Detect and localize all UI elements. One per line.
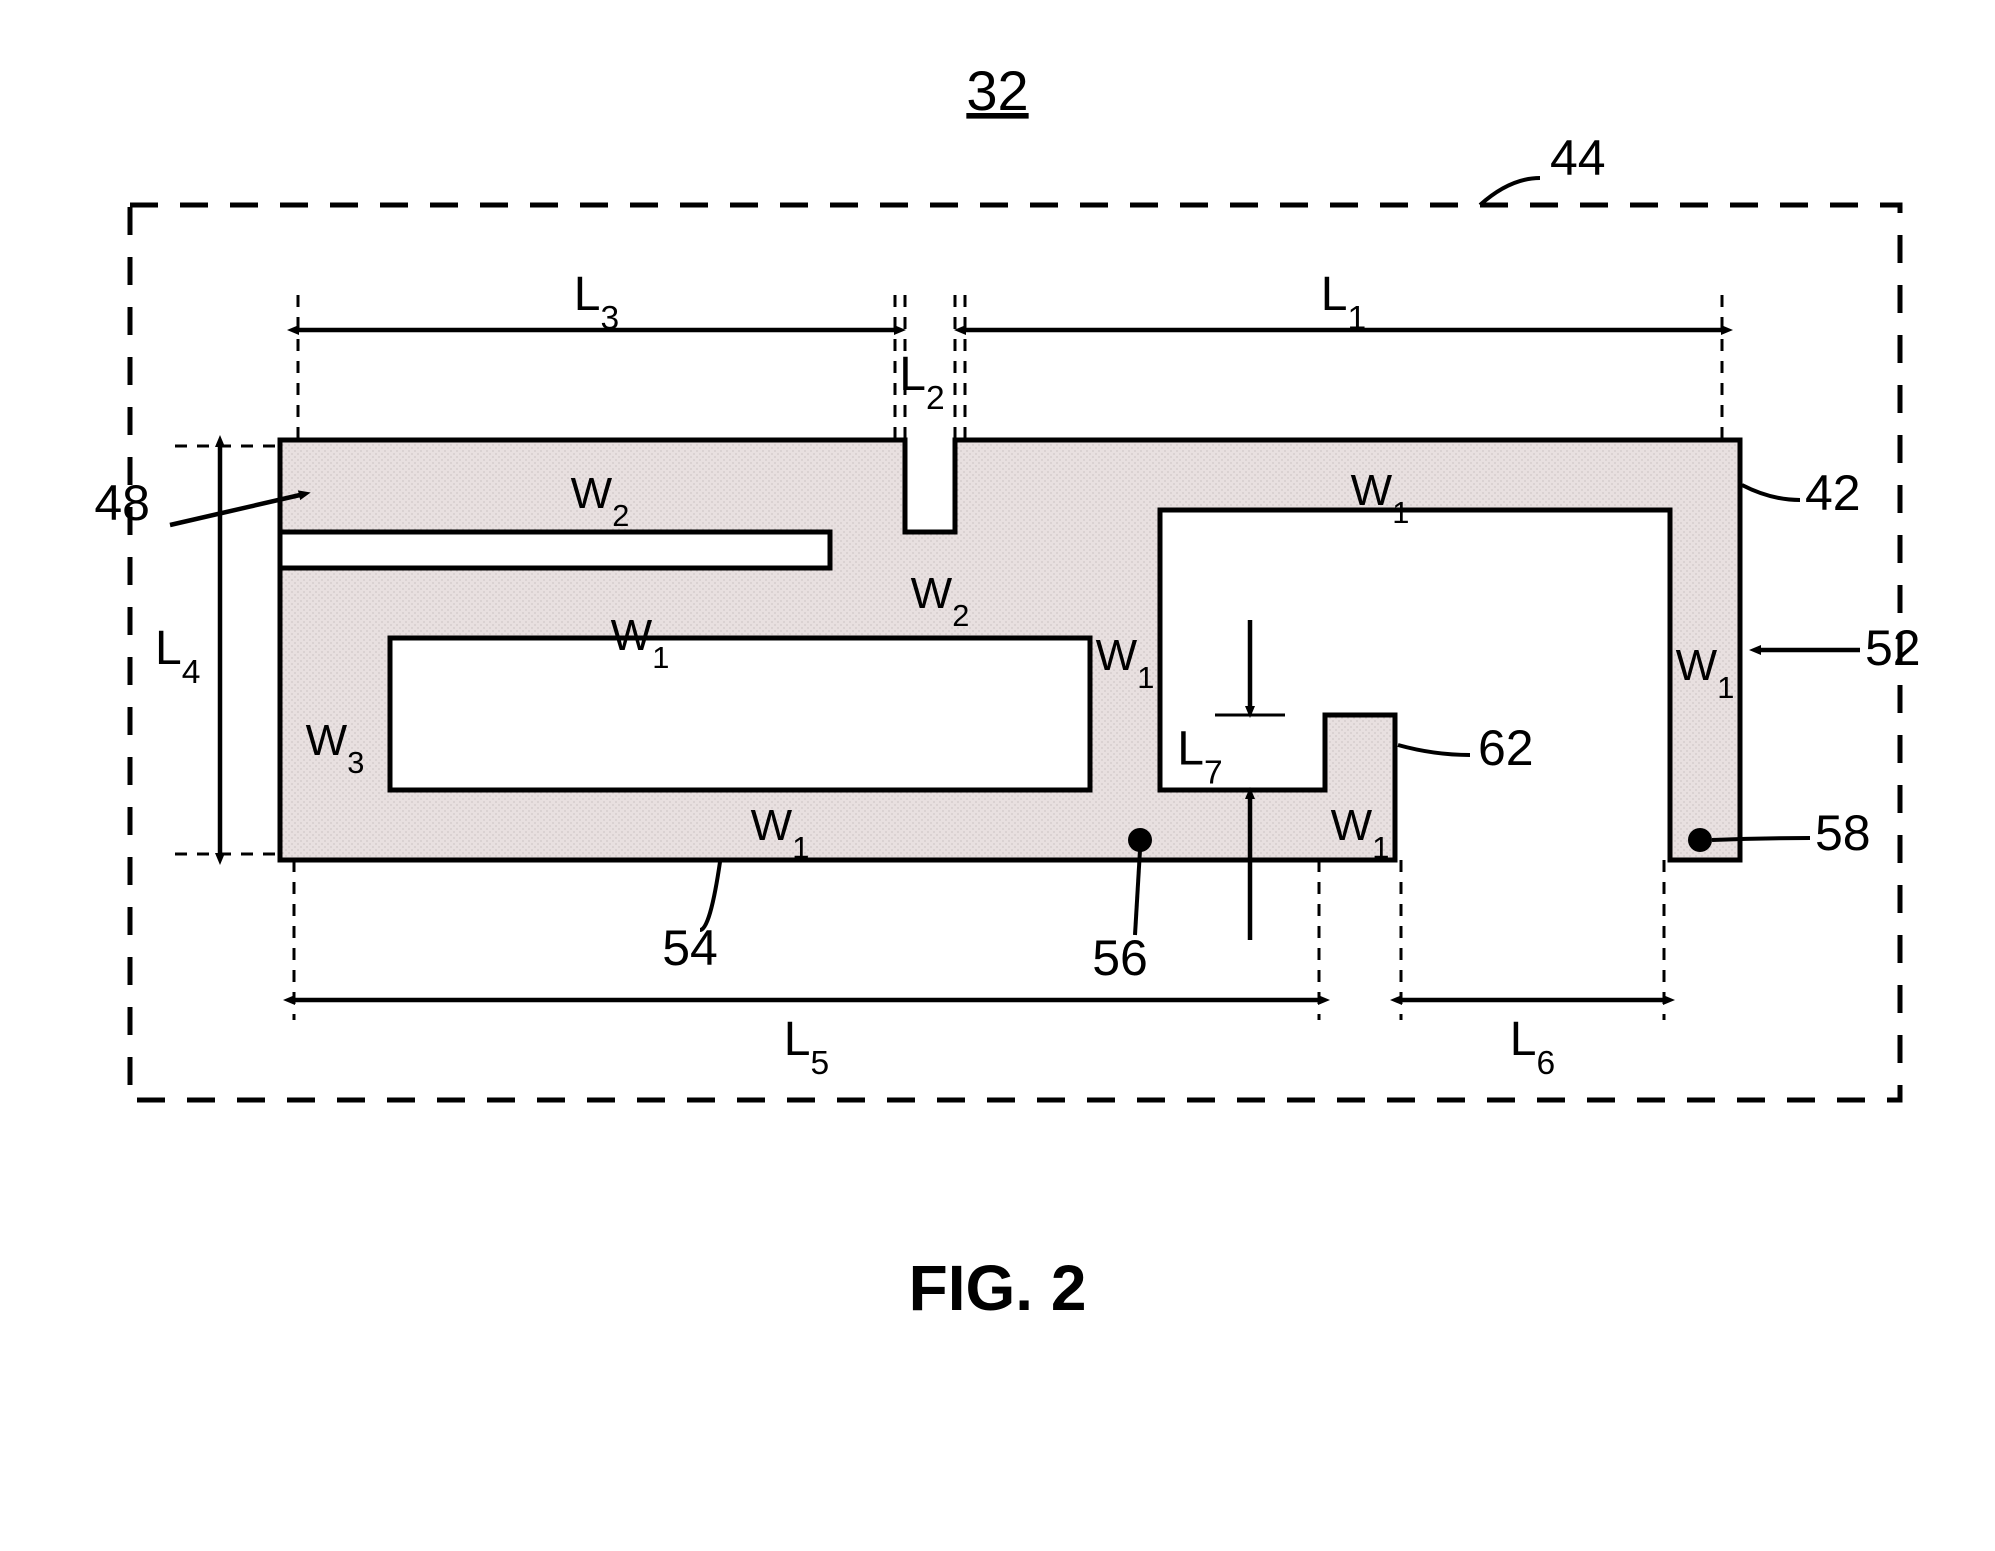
feed-point-58 xyxy=(1688,828,1712,852)
dim-L5-label: L5 xyxy=(784,1013,829,1082)
dim-L1-label: L1 xyxy=(1321,268,1366,337)
ref-58: 58 xyxy=(1815,805,1871,861)
ref-48: 48 xyxy=(94,475,150,531)
leader-62 xyxy=(1398,745,1470,755)
dim-L3-label: L3 xyxy=(574,268,619,337)
leader-44 xyxy=(1480,178,1540,205)
ref-52: 52 xyxy=(1865,620,1921,676)
feed-point-56 xyxy=(1128,828,1152,852)
ref-56: 56 xyxy=(1092,930,1148,986)
ref-44: 44 xyxy=(1550,130,1606,186)
dim-L7-label: L7 xyxy=(1177,723,1222,792)
figure-svg: L3L1L2L4L5L6L7W2W2W1W3W1W1W1W1W144484252… xyxy=(0,0,1995,1551)
figure-caption: FIG. 2 xyxy=(909,1252,1087,1324)
dashed-boundary xyxy=(130,205,1900,1100)
ref-42: 42 xyxy=(1805,465,1861,521)
dim-L4-label: L4 xyxy=(155,622,200,691)
figure-number: 32 xyxy=(966,59,1028,122)
ref-62: 62 xyxy=(1478,720,1534,776)
antenna-shape xyxy=(280,440,1740,860)
leader-56 xyxy=(1135,850,1140,935)
leader-58 xyxy=(1712,838,1810,840)
dim-L6-label: L6 xyxy=(1510,1013,1555,1082)
leader-42 xyxy=(1742,485,1800,500)
ref-54: 54 xyxy=(662,920,718,976)
